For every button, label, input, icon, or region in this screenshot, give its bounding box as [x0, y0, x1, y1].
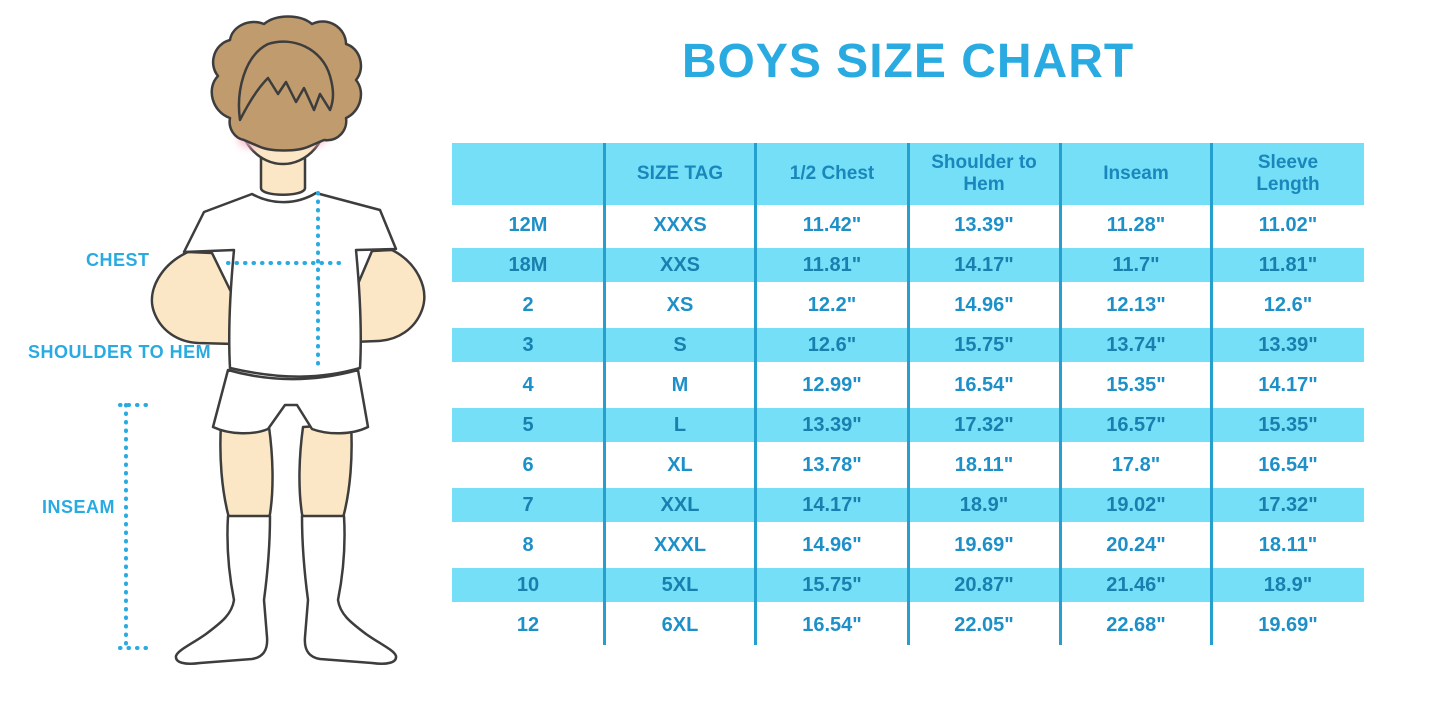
table-cell: 16.54"	[802, 613, 862, 636]
shorts	[211, 368, 370, 435]
table-cell: 17.32"	[1258, 493, 1318, 516]
table-cell: 19.02"	[1106, 493, 1166, 516]
arms	[150, 248, 426, 346]
table-cell: 20.87"	[954, 573, 1014, 596]
table-cell: 17.8"	[1111, 453, 1161, 476]
table-cell: XXS	[659, 253, 701, 276]
table-row: 12M XXXS 11.42" 13.39" 11.28" 11.02"	[452, 205, 1364, 245]
table-cell: 19.69"	[1258, 613, 1318, 636]
inseam-label: INSEAM	[42, 497, 116, 517]
table-cell: 7	[522, 493, 534, 516]
table-cell: 16.57"	[1106, 413, 1166, 436]
table-row: 12 6XL 16.54" 22.05" 22.68" 19.69"	[452, 605, 1364, 645]
table-cell: XXXL	[653, 533, 707, 556]
table-cell: 22.68"	[1106, 613, 1166, 636]
table-cell: 11.02"	[1258, 213, 1318, 236]
table-cell: 17.32"	[954, 413, 1014, 436]
tshirt	[182, 191, 398, 378]
table-cell: 6XL	[661, 613, 699, 636]
table-row: 8 XXXL 14.96" 19.69" 20.24" 18.11"	[452, 525, 1364, 565]
table-cell: 10	[516, 573, 540, 596]
table-cell: XL	[667, 453, 693, 476]
table-row: 6 XL 13.78" 18.11" 17.8" 16.54"	[452, 445, 1364, 485]
table-cell: 5	[522, 413, 534, 436]
table-cell: 14.17"	[802, 493, 862, 516]
table-cell: 18M	[508, 253, 548, 276]
table-cell: 11.28"	[1106, 213, 1166, 236]
column-divider	[1058, 143, 1062, 645]
table-cell: 19.69"	[954, 533, 1014, 556]
table-cell: 11.81"	[802, 253, 862, 276]
table-cell: 6	[522, 453, 534, 476]
column-divider	[754, 143, 758, 645]
table-cell: 11.7"	[1112, 253, 1160, 276]
table-cell: 12.6"	[807, 333, 857, 356]
table-cell: 13.74"	[1106, 333, 1166, 356]
figure-area: CHEST SHOULDER TO HEM INSEAM	[0, 0, 460, 723]
table-cell: M	[671, 373, 689, 396]
column-divider	[1210, 143, 1214, 645]
column-header-inseam: Inseam	[1103, 163, 1169, 185]
column-divider	[906, 143, 910, 645]
table-cell: 11.42"	[802, 213, 862, 236]
table-cell: 16.54"	[1258, 453, 1318, 476]
table-cell: 5XL	[661, 573, 699, 596]
table-cell: 12.99"	[802, 373, 862, 396]
column-header-size	[452, 143, 604, 205]
table-cell: 8	[522, 533, 534, 556]
table-cell: 4	[522, 373, 534, 396]
table-cell: 12.2"	[807, 293, 857, 316]
table-cell: S	[673, 333, 687, 356]
table-cell: 18.9"	[1263, 573, 1313, 596]
table-cell: L	[673, 413, 687, 436]
table-cell: 14.96"	[802, 533, 862, 556]
table-cell: 13.39"	[1258, 333, 1318, 356]
table-cell: 18.11"	[1258, 533, 1318, 556]
table-cell: 22.05"	[954, 613, 1014, 636]
table-cell: 18.11"	[954, 453, 1014, 476]
column-header-size-tag: SIZE TAG	[636, 163, 724, 185]
table-cell: 21.46"	[1106, 573, 1166, 596]
column-divider	[602, 143, 606, 645]
table-cell: 15.35"	[1258, 413, 1318, 436]
legs	[219, 422, 353, 522]
table-cell: 15.35"	[1106, 373, 1166, 396]
table-cell: XXL	[660, 493, 700, 516]
table-cell: 20.24"	[1106, 533, 1166, 556]
table-cell: 2	[522, 293, 534, 316]
table-cell: 12	[516, 613, 540, 636]
table-cell: 15.75"	[954, 333, 1014, 356]
table-cell: XXXS	[653, 213, 707, 236]
table-cell: 14.17"	[1258, 373, 1318, 396]
column-header-shoulder-to-hem: Shoulder to Hem	[931, 152, 1037, 195]
table-cell: 14.96"	[954, 293, 1014, 316]
table-cell: XS	[666, 293, 694, 316]
measurement-lines	[118, 191, 349, 650]
table-cell: 13.39"	[954, 213, 1014, 236]
table-cell: 13.39"	[802, 413, 862, 436]
shoulder-to-hem-label: SHOULDER TO HEM	[28, 342, 212, 362]
table-cell: 16.54"	[954, 373, 1014, 396]
table-cell: 13.78"	[802, 453, 862, 476]
table-row: 2 XS 12.2" 14.96" 12.13" 12.6"	[452, 285, 1364, 325]
table-cell: 11.81"	[1258, 253, 1318, 276]
table-cell: 14.17"	[954, 253, 1014, 276]
table-cell: 15.75"	[802, 573, 862, 596]
page-title: BOYS SIZE CHART	[681, 35, 1135, 88]
socks	[174, 514, 398, 665]
column-header-1-2-chest: 1/2 Chest	[789, 163, 875, 185]
table-cell: 12M	[508, 213, 548, 236]
table-cell: 12.13"	[1106, 293, 1166, 316]
table-row: 4 M 12.99" 16.54" 15.35" 14.17"	[452, 365, 1364, 405]
column-header-sleeve-length: Sleeve Length	[1256, 152, 1320, 195]
table-cell: 18.9"	[959, 493, 1009, 516]
table-cell: 3	[522, 333, 534, 356]
size-table: SIZE TAG 1/2 Chest Shoulder to Hem Inseam Sl…	[452, 143, 1364, 645]
chest-label: CHEST	[86, 250, 150, 270]
hair	[210, 15, 363, 152]
boy-illustration	[118, 15, 426, 665]
table-cell: 12.6"	[1263, 293, 1313, 316]
